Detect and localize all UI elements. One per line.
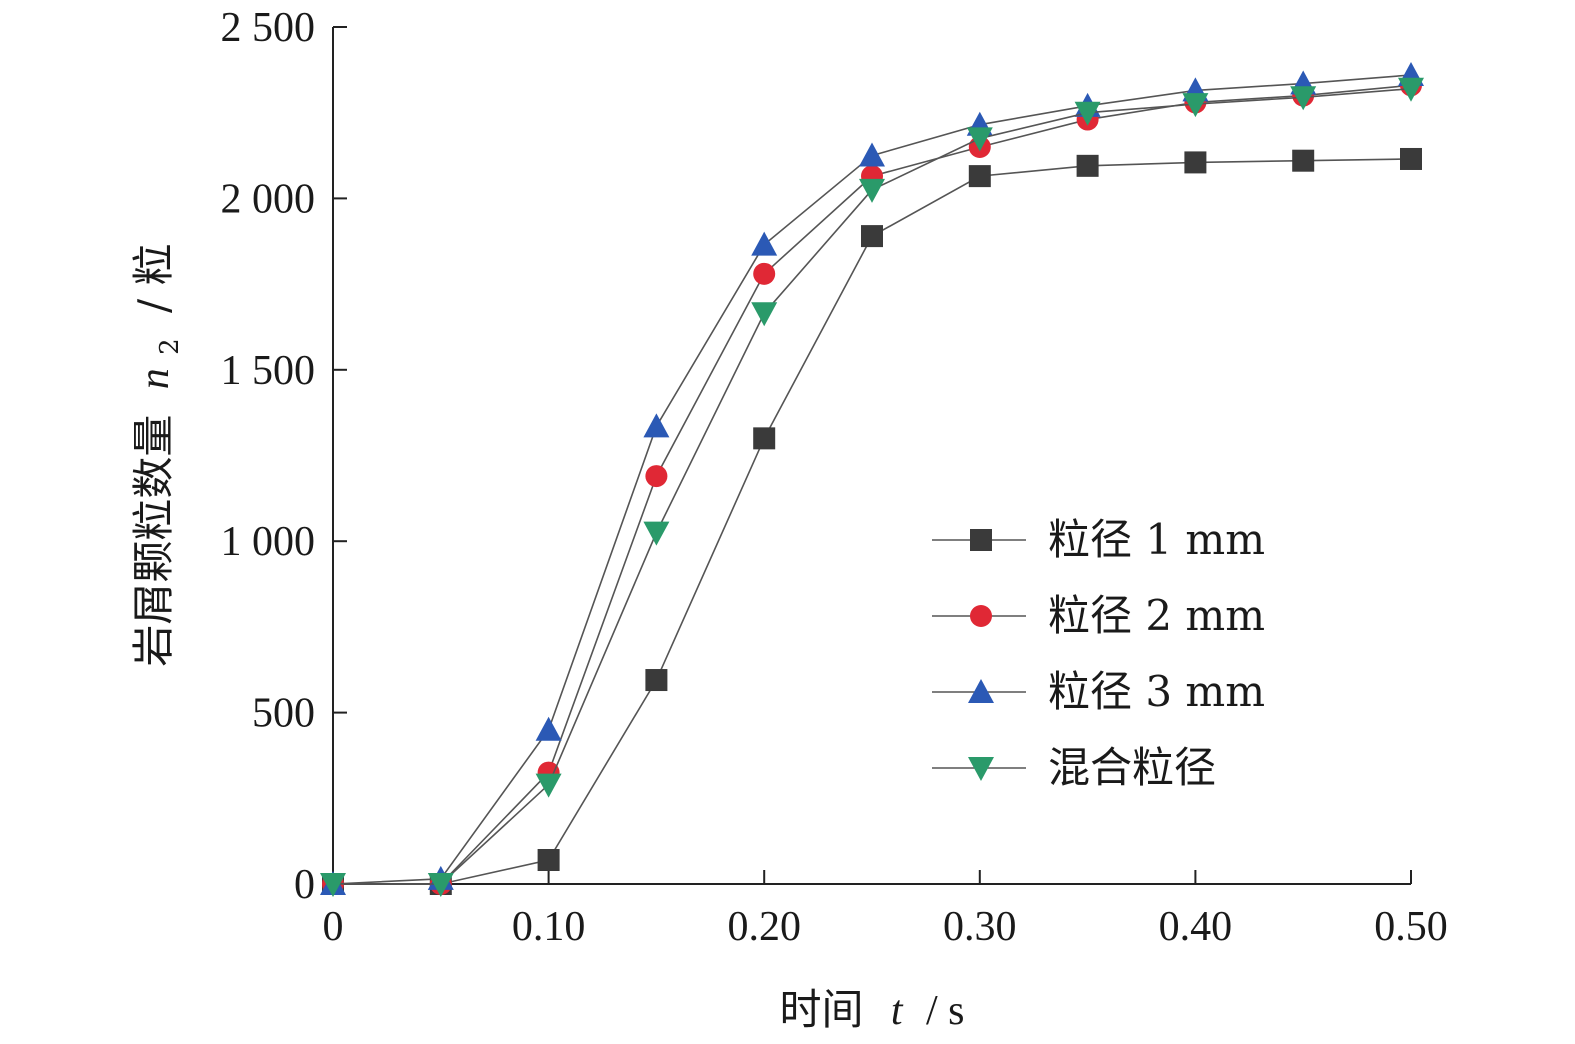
data-point: [859, 142, 885, 167]
data-point: [1076, 154, 1099, 177]
axes: 0 500 1 000 1 500 2 000 2 500 0 0.10 0.20 0.30 0.4…: [221, 5, 1448, 950]
data-point: [753, 262, 776, 285]
series-line: [333, 87, 1412, 885]
data-point: [751, 302, 778, 327]
legend-item: 粒径 1 mm: [932, 515, 1265, 564]
data-point: [427, 873, 454, 897]
data-point: [645, 669, 668, 692]
y-tick-label: 500: [252, 691, 315, 737]
data-point: [645, 465, 668, 488]
data-point: [320, 873, 346, 897]
legend-label: 粒径 2 mm: [1048, 591, 1265, 640]
data-point: [1184, 151, 1207, 174]
x-tick-label: 0: [323, 904, 344, 950]
data-point: [859, 178, 885, 203]
legend-item: 粒径 2 mm: [932, 591, 1265, 640]
y-tick-label: 0: [294, 862, 315, 908]
x-axis-title: 时间 t / s: [780, 985, 965, 1034]
data-point: [753, 427, 776, 450]
data-point: [861, 225, 883, 248]
x-tick-label: 0.40: [1159, 904, 1233, 950]
data-point: [966, 127, 993, 152]
y-tick-label: 1 500: [221, 348, 316, 394]
legend-label: 混合粒径: [1048, 743, 1216, 792]
data-point: [643, 413, 670, 438]
legend-label: 粒径 1 mm: [1048, 515, 1265, 564]
x-tick-label: 0.20: [727, 904, 801, 950]
legend-marker: [970, 529, 992, 551]
y-axis-title: 岩屑颗粒数量 n 2 / 粒: [129, 243, 188, 666]
data-point: [1398, 77, 1424, 102]
legend: 粒径 1 mm 粒径 2 mm 粒径 3 mm 混合粒径: [932, 515, 1265, 792]
legend-label: 粒径 3 mm: [1048, 667, 1265, 716]
data-point: [968, 165, 991, 188]
legend-marker: [970, 605, 992, 627]
y-tick-label: 2 500: [221, 5, 316, 51]
series-4: [320, 77, 1424, 897]
series-layer: [320, 61, 1424, 897]
series-line: [333, 84, 1412, 885]
y-tick-label: 2 000: [221, 176, 316, 222]
data-point: [1292, 149, 1315, 172]
x-tick-label: 0.50: [1374, 904, 1448, 950]
data-point: [1074, 101, 1101, 126]
x-tick-label: 0.10: [512, 904, 586, 950]
data-point: [535, 773, 562, 798]
data-point: [535, 716, 562, 741]
data-point: [751, 231, 778, 256]
legend-item: 混合粒径: [932, 743, 1216, 792]
data-point: [643, 521, 670, 546]
y-tick-label: 1 000: [221, 519, 316, 565]
data-point: [537, 849, 560, 872]
data-point: [1400, 147, 1422, 170]
legend-item: 粒径 3 mm: [932, 667, 1265, 716]
data-point: [1290, 86, 1317, 111]
legend-marker: [968, 757, 994, 781]
legend-marker: [968, 679, 994, 703]
x-tick-label: 0.30: [943, 904, 1017, 950]
data-point: [1182, 93, 1209, 118]
